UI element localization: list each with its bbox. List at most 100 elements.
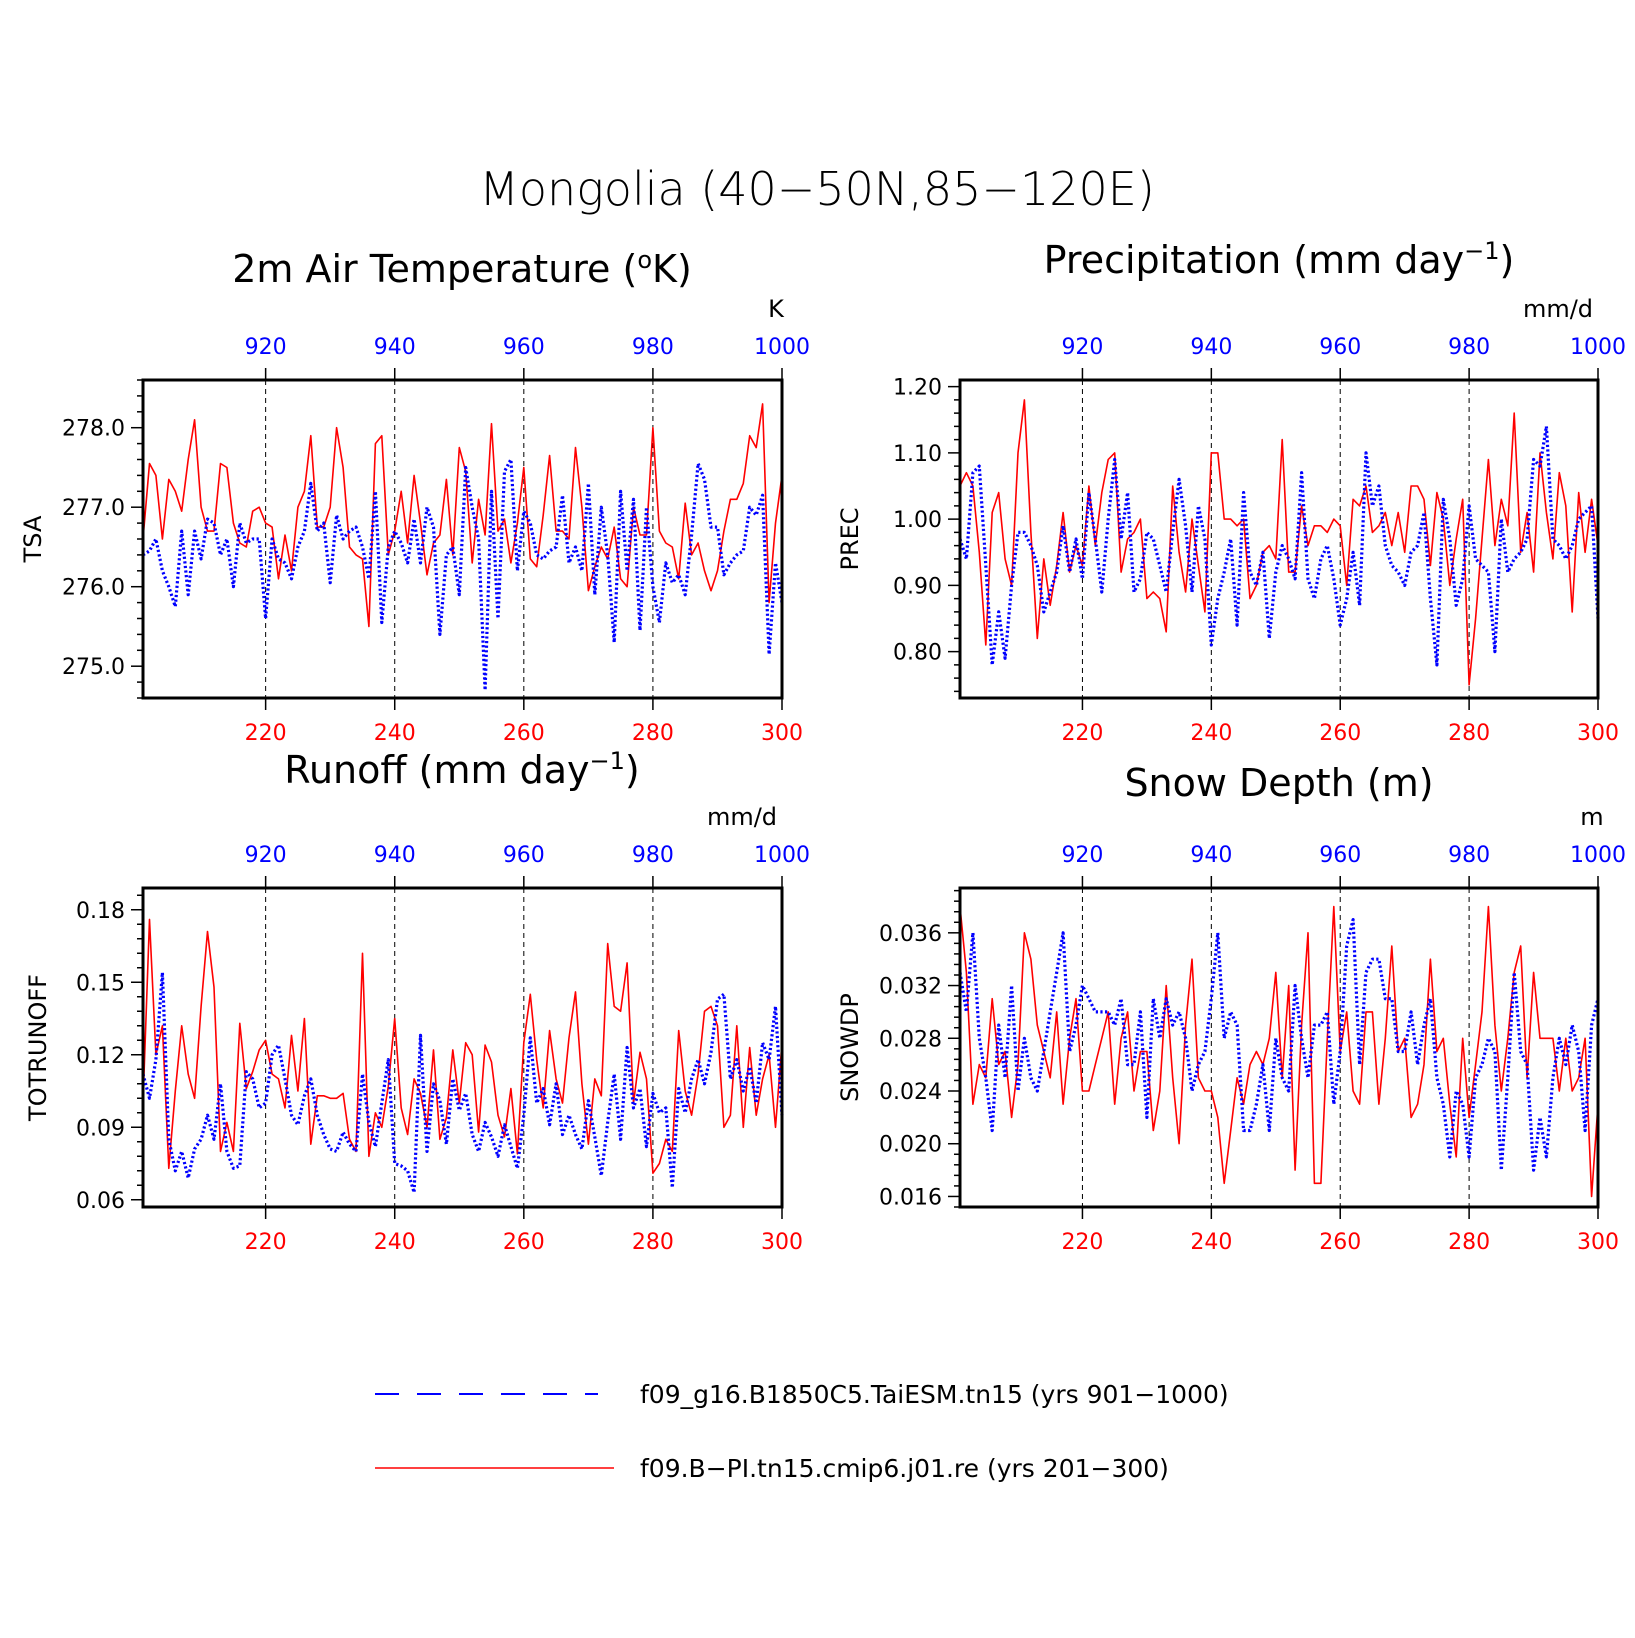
panel-title-text: Snow Depth (m)	[1124, 761, 1433, 805]
axes-frame	[141, 886, 784, 1209]
x-bottom-tick-label: 240	[1190, 1230, 1232, 1255]
legend: f09_g16.B1850C5.TaiESM.tn15 (yrs 901−100…	[375, 1380, 1229, 1483]
x-top-tick-label: 960	[503, 335, 545, 360]
x-top-tick-label: 960	[503, 843, 545, 868]
y-tick-label: 0.020	[879, 1133, 942, 1158]
x-bottom-tick-label: 280	[632, 721, 674, 746]
y-tick-label: 1.10	[893, 442, 942, 467]
panel-title-superscript: −1	[590, 747, 625, 775]
y-tick-label: 0.15	[76, 971, 125, 996]
x-top-tick-label: 920	[245, 843, 287, 868]
x-top-tick-label: 1000	[1570, 843, 1626, 868]
x-bottom-tick-label: 300	[1577, 721, 1619, 746]
x-bottom-tick-label: 280	[1448, 1230, 1490, 1255]
y-tick-label: 0.032	[879, 975, 942, 1000]
x-top-tick-label: 980	[632, 335, 674, 360]
x-top-tick-label: 980	[632, 843, 674, 868]
y-tick-label: 0.06	[76, 1189, 125, 1214]
series-line-red	[142, 918, 783, 1174]
panel-title: 2m Air Temperature (oK)	[232, 246, 692, 291]
x-bottom-tick-label: 280	[632, 1230, 674, 1255]
panel-title: Snow Depth (m)	[1124, 761, 1433, 805]
y-tick-label: 0.036	[879, 922, 942, 947]
y-tick-label: 0.028	[879, 1027, 942, 1052]
unit-label: mm/d	[1523, 295, 1593, 323]
x-bottom-tick-label: 220	[245, 1230, 287, 1255]
x-top-tick-label: 920	[1061, 335, 1103, 360]
x-top-tick-label: 960	[1319, 843, 1361, 868]
chart-panel-4: Snow Depth (m) m SNOWDP 0.016 0.020 0.024 0.02…	[836, 761, 1626, 1255]
x-top-tick-label: 1000	[1570, 335, 1626, 360]
panel-title: Precipitation (mm day−1)	[1044, 237, 1515, 282]
series-line-blue	[141, 970, 784, 1195]
unit-label: K	[768, 295, 785, 323]
series-line-blue	[958, 424, 1600, 667]
y-tick-label: 0.90	[893, 574, 942, 599]
chart-panel-1: 2m Air Temperature (oK) K TSA 275.0 276.0 277…	[19, 246, 810, 746]
x-bottom-tick-label: 300	[761, 1230, 803, 1255]
panel-title-text: )	[1500, 238, 1515, 282]
y-tick-label: 275.0	[62, 655, 125, 680]
x-bottom-tick-label: 220	[1061, 1230, 1103, 1255]
panel-title-text: 2m Air Temperature (	[232, 247, 637, 291]
series-line-blue	[958, 917, 1600, 1172]
panel-title-text: K)	[652, 247, 692, 291]
series-line-red	[959, 399, 1599, 686]
x-top-tick-label: 1000	[754, 843, 810, 868]
axes-frame	[958, 378, 1600, 700]
axes-frame	[958, 886, 1600, 1209]
x-top-tick-label: 1000	[754, 335, 810, 360]
x-top-tick-label: 940	[374, 843, 416, 868]
y-axis-label: TSA	[19, 515, 47, 563]
y-tick-label: 278.0	[62, 417, 125, 442]
x-top-tick-label: 980	[1448, 335, 1490, 360]
x-bottom-tick-label: 260	[1319, 721, 1361, 746]
figure-title: Mongolia (40−50N,85−120E)	[479, 162, 1155, 216]
y-tick-label: 0.12	[76, 1044, 125, 1069]
panel-title-superscript: −1	[1464, 237, 1499, 265]
y-axis-label: SNOWDP	[836, 993, 864, 1102]
legend-label-blue: f09_g16.B1850C5.TaiESM.tn15 (yrs 901−100…	[640, 1380, 1229, 1409]
x-bottom-tick-label: 240	[374, 721, 416, 746]
x-top-tick-label: 940	[1190, 335, 1232, 360]
series-line-blue	[142, 457, 784, 692]
y-tick-label: 0.024	[879, 1080, 942, 1105]
chart-panel-2: Precipitation (mm day−1) mm/d PREC 0.80 0.90…	[836, 237, 1626, 746]
x-top-tick-label: 960	[1319, 335, 1361, 360]
x-bottom-tick-label: 300	[1577, 1230, 1619, 1255]
y-axis-label: TOTRUNOFF	[24, 974, 52, 1122]
y-tick-label: 277.0	[62, 496, 125, 521]
y-tick-label: 0.80	[893, 641, 942, 666]
x-top-tick-label: 920	[1061, 843, 1103, 868]
chart-panel-3: Runoff (mm day−1) mm/d TOTRUNOFF 0.06 0.09 0.…	[24, 747, 810, 1255]
unit-label: m	[1580, 803, 1603, 831]
series-line-red	[142, 403, 783, 628]
x-bottom-tick-label: 300	[761, 721, 803, 746]
panel-title-text: Runoff (mm day	[284, 748, 589, 792]
x-bottom-tick-label: 220	[245, 721, 287, 746]
panel-title: Runoff (mm day−1)	[284, 747, 639, 792]
x-bottom-tick-label: 260	[1319, 1230, 1361, 1255]
y-tick-label: 276.0	[62, 576, 125, 601]
y-tick-label: 0.18	[76, 899, 125, 924]
y-axis-label: PREC	[836, 507, 864, 570]
series-line-red	[959, 905, 1599, 1198]
legend-label-red: f09.B−PI.tn15.cmip6.j01.re (yrs 201−300)	[640, 1454, 1169, 1483]
y-tick-label: 0.016	[879, 1185, 942, 1210]
panels: 2m Air Temperature (oK) K TSA 275.0 276.0 277…	[19, 237, 1626, 1255]
x-bottom-tick-label: 240	[374, 1230, 416, 1255]
x-bottom-tick-label: 260	[503, 721, 545, 746]
unit-label: mm/d	[707, 803, 777, 831]
y-tick-label: 1.00	[893, 508, 942, 533]
x-top-tick-label: 920	[245, 335, 287, 360]
x-bottom-tick-label: 220	[1061, 721, 1103, 746]
x-bottom-tick-label: 280	[1448, 721, 1490, 746]
panel-title-text: )	[625, 748, 640, 792]
x-bottom-tick-label: 260	[503, 1230, 545, 1255]
x-top-tick-label: 940	[1190, 843, 1232, 868]
y-tick-label: 0.09	[76, 1116, 125, 1141]
x-top-tick-label: 940	[374, 335, 416, 360]
panel-title-superscript: o	[637, 246, 652, 274]
panel-title-text: Precipitation (mm day	[1044, 238, 1464, 282]
